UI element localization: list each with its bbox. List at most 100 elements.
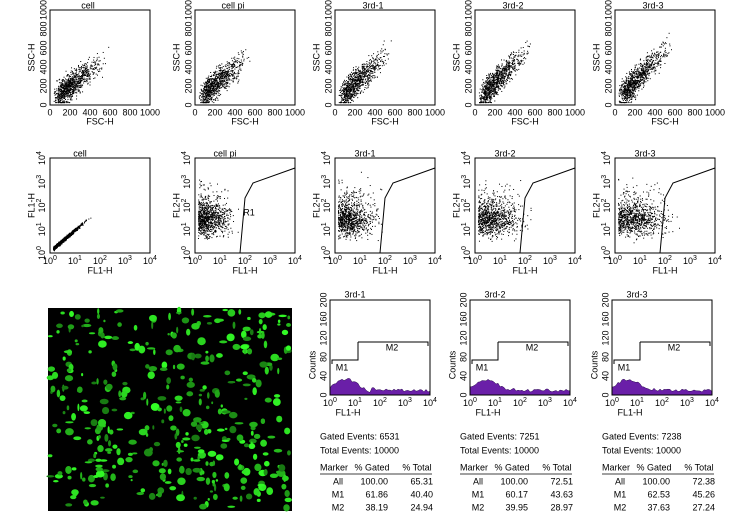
event-dot <box>96 67 97 68</box>
event-dot <box>217 76 218 77</box>
event-dot <box>632 83 633 84</box>
event-dot <box>347 81 348 82</box>
event-dot <box>62 90 63 91</box>
y-tick-label: 200 <box>603 78 613 93</box>
event-dot <box>648 78 649 79</box>
cell-blob <box>240 495 243 501</box>
event-dot <box>86 73 87 74</box>
cell-blob <box>219 340 227 343</box>
event-dot <box>634 89 635 90</box>
y-tick-label: 0 <box>603 102 613 107</box>
cell-blob <box>146 433 148 437</box>
event-dot <box>212 78 213 79</box>
event-dot <box>72 93 73 94</box>
event-dot <box>629 97 630 98</box>
y-tick-label: 800 <box>323 21 333 36</box>
cell-blob <box>243 337 251 341</box>
event-dot <box>58 93 59 94</box>
event-dot <box>508 76 509 77</box>
cell-blob <box>112 363 117 370</box>
x-tick-label: 0 <box>332 107 337 117</box>
event-dot <box>655 63 656 64</box>
cell-blob <box>52 372 58 379</box>
event-dot <box>59 96 60 97</box>
event-dot <box>621 86 622 87</box>
event-dot <box>242 56 243 57</box>
event-dot <box>200 102 201 103</box>
event-dot <box>487 100 488 101</box>
event-dot <box>496 72 497 73</box>
event-dot <box>372 57 373 58</box>
event-dot <box>230 71 231 72</box>
cell-blob <box>108 440 111 446</box>
event-dot <box>506 79 507 80</box>
event-dot <box>347 89 348 90</box>
event-dot <box>56 98 57 99</box>
event-dot <box>362 76 363 77</box>
cell-blob <box>48 335 53 337</box>
event-dot <box>360 76 361 77</box>
event-dot <box>237 83 238 84</box>
event-dot <box>368 85 369 86</box>
event-dot <box>490 86 491 87</box>
event-dot <box>354 81 355 82</box>
event-dot <box>71 67 72 68</box>
event-dot <box>655 60 656 61</box>
event-dot <box>58 99 59 100</box>
cell-blob <box>183 409 191 416</box>
cell-blob <box>208 451 217 457</box>
event-dot <box>343 89 344 90</box>
event-dot <box>514 68 515 69</box>
event-dot <box>503 74 504 75</box>
event-dot <box>359 88 360 89</box>
event-dot <box>63 101 64 102</box>
event-dot <box>369 72 370 73</box>
event-dot <box>634 93 635 94</box>
event-dot <box>68 74 69 75</box>
event-dot <box>644 80 645 81</box>
cell-blob <box>96 467 103 471</box>
event-dot <box>359 82 360 83</box>
event-dot <box>373 75 374 76</box>
event-dot <box>511 54 512 55</box>
cell-blob <box>160 473 166 480</box>
cell-blob <box>67 405 70 410</box>
event-dot <box>391 40 392 41</box>
event-dot <box>660 52 661 53</box>
event-dot <box>665 54 666 55</box>
cell-blob <box>184 444 188 447</box>
event-dot <box>356 95 357 96</box>
y-tick-label: 200 <box>38 78 48 93</box>
event-dot <box>351 83 352 84</box>
event-dot <box>75 70 76 71</box>
event-dot <box>642 75 643 76</box>
event-dot <box>70 94 71 95</box>
cell-blob <box>204 429 208 435</box>
event-dot <box>504 87 505 88</box>
event-dot <box>645 74 646 75</box>
cell-blob <box>145 425 150 430</box>
event-dot <box>513 58 514 59</box>
event-dot <box>496 82 497 83</box>
event-dot <box>86 71 87 72</box>
cell-blob <box>243 327 251 332</box>
event-dot <box>226 68 227 69</box>
event-dot <box>372 73 373 74</box>
event-dot <box>635 71 636 72</box>
event-dot <box>355 69 356 70</box>
event-dot <box>352 79 353 80</box>
event-dot <box>628 88 629 89</box>
event-dot <box>78 78 79 79</box>
x-tick-label: 200 <box>207 107 222 117</box>
event-dot <box>216 84 217 85</box>
event-dot <box>373 68 374 69</box>
event-dot <box>490 100 491 101</box>
event-dot <box>654 56 655 57</box>
event-dot <box>651 50 652 51</box>
event-dot <box>83 82 84 83</box>
event-dot <box>81 76 82 77</box>
event-dot <box>619 85 620 86</box>
event-dot <box>345 100 346 101</box>
event-dot <box>626 80 627 81</box>
event-dot <box>493 82 494 83</box>
